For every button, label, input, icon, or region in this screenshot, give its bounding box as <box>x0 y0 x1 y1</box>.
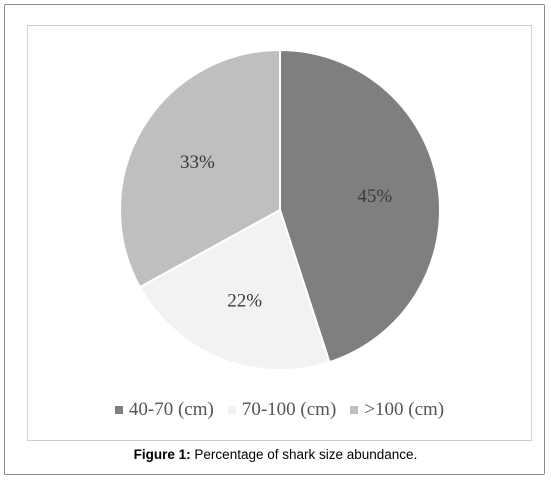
chart-legend: 40-70 (cm) 70-100 (cm) >100 (cm) <box>28 398 531 422</box>
pie-chart: 45% 22% 33% <box>119 48 441 371</box>
chart-area: 45% 22% 33% 40-70 (cm) 70-100 (cm) >100 (cm) <box>27 25 532 441</box>
legend-swatch-3 <box>350 406 359 414</box>
legend-swatch-2 <box>227 406 236 414</box>
pie-slice-2 <box>138 208 331 371</box>
legend-item-3: >100 (cm) <box>350 399 444 421</box>
pie-slice-1 <box>279 48 441 364</box>
slice-label-3: 33% <box>180 152 215 173</box>
legend-swatch-1 <box>114 406 123 414</box>
figure-caption: Figure 1: Percentage of shark size abund… <box>5 447 546 462</box>
slice-label-2: 22% <box>227 290 262 311</box>
legend-item-2: 70-100 (cm) <box>227 399 337 421</box>
figure-frame: 45% 22% 33% 40-70 (cm) 70-100 (cm) >100 (cm)… <box>4 4 545 475</box>
legend-label-1: 40-70 (cm) <box>128 399 214 420</box>
pie-slice-3 <box>119 48 281 289</box>
caption-text: Percentage of shark size abundance. <box>190 447 418 462</box>
slice-label-1: 45% <box>357 186 392 207</box>
legend-label-2: 70-100 (cm) <box>241 399 337 420</box>
legend-item-1: 40-70 (cm) <box>114 399 214 421</box>
caption-prefix: Figure 1: <box>133 447 191 462</box>
legend-label-3: >100 (cm) <box>364 399 445 420</box>
